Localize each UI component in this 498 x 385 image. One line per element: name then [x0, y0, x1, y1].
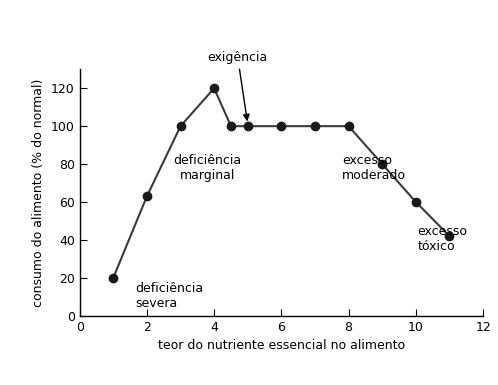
- X-axis label: teor do nutriente essencial no alimento: teor do nutriente essencial no alimento: [158, 339, 405, 352]
- Y-axis label: consumo do alimento (% do normal): consumo do alimento (% do normal): [32, 78, 45, 307]
- Text: deficiência
severa: deficiência severa: [135, 281, 203, 310]
- Text: excesso
moderado: excesso moderado: [342, 154, 406, 182]
- Text: excesso
tóxico: excesso tóxico: [417, 225, 468, 253]
- Text: exigência: exigência: [208, 50, 268, 120]
- Text: deficiência
marginal: deficiência marginal: [173, 154, 242, 182]
